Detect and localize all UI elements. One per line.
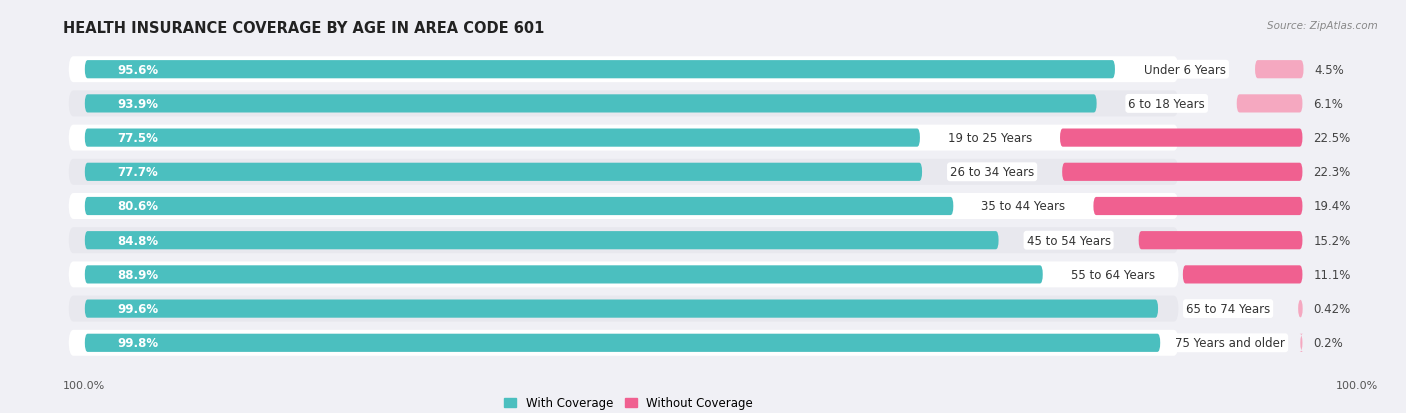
Text: 26 to 34 Years: 26 to 34 Years xyxy=(950,166,1035,179)
FancyBboxPatch shape xyxy=(1299,334,1303,352)
Text: 75 Years and older: 75 Years and older xyxy=(1175,337,1285,349)
Text: 99.8%: 99.8% xyxy=(117,337,159,349)
FancyBboxPatch shape xyxy=(69,262,1178,288)
FancyBboxPatch shape xyxy=(84,163,922,181)
Text: 100.0%: 100.0% xyxy=(1336,380,1378,390)
Text: 45 to 54 Years: 45 to 54 Years xyxy=(1026,234,1111,247)
Text: 0.42%: 0.42% xyxy=(1313,302,1351,316)
FancyBboxPatch shape xyxy=(1256,61,1303,79)
FancyBboxPatch shape xyxy=(84,197,953,216)
Text: 4.5%: 4.5% xyxy=(1315,64,1344,76)
Text: 22.3%: 22.3% xyxy=(1313,166,1351,179)
FancyBboxPatch shape xyxy=(84,334,1160,352)
Text: 100.0%: 100.0% xyxy=(63,380,105,390)
FancyBboxPatch shape xyxy=(69,125,1178,151)
Text: 11.1%: 11.1% xyxy=(1313,268,1351,281)
FancyBboxPatch shape xyxy=(84,61,1115,79)
FancyBboxPatch shape xyxy=(84,266,1043,284)
Text: 84.8%: 84.8% xyxy=(117,234,159,247)
Text: 77.5%: 77.5% xyxy=(117,132,157,145)
FancyBboxPatch shape xyxy=(69,91,1178,117)
Legend: With Coverage, Without Coverage: With Coverage, Without Coverage xyxy=(499,392,758,413)
FancyBboxPatch shape xyxy=(84,95,1097,113)
Text: 19.4%: 19.4% xyxy=(1313,200,1351,213)
Text: HEALTH INSURANCE COVERAGE BY AGE IN AREA CODE 601: HEALTH INSURANCE COVERAGE BY AGE IN AREA… xyxy=(63,21,544,36)
FancyBboxPatch shape xyxy=(1298,300,1303,318)
FancyBboxPatch shape xyxy=(69,296,1178,322)
Text: 55 to 64 Years: 55 to 64 Years xyxy=(1071,268,1154,281)
Text: Under 6 Years: Under 6 Years xyxy=(1144,64,1226,76)
FancyBboxPatch shape xyxy=(69,330,1178,356)
FancyBboxPatch shape xyxy=(84,232,998,250)
Text: Source: ZipAtlas.com: Source: ZipAtlas.com xyxy=(1267,21,1378,31)
Text: 93.9%: 93.9% xyxy=(117,97,157,111)
Text: 95.6%: 95.6% xyxy=(117,64,159,76)
FancyBboxPatch shape xyxy=(84,300,1159,318)
Text: 88.9%: 88.9% xyxy=(117,268,159,281)
FancyBboxPatch shape xyxy=(1094,197,1302,216)
Text: 65 to 74 Years: 65 to 74 Years xyxy=(1187,302,1270,316)
Text: 15.2%: 15.2% xyxy=(1313,234,1351,247)
FancyBboxPatch shape xyxy=(69,228,1178,254)
FancyBboxPatch shape xyxy=(69,194,1178,219)
FancyBboxPatch shape xyxy=(69,57,1178,83)
Text: 77.7%: 77.7% xyxy=(117,166,157,179)
Text: 0.2%: 0.2% xyxy=(1313,337,1343,349)
FancyBboxPatch shape xyxy=(1182,266,1302,284)
Text: 99.6%: 99.6% xyxy=(117,302,159,316)
Text: 80.6%: 80.6% xyxy=(117,200,157,213)
Text: 6 to 18 Years: 6 to 18 Years xyxy=(1128,97,1205,111)
FancyBboxPatch shape xyxy=(69,159,1178,185)
FancyBboxPatch shape xyxy=(84,129,920,147)
Text: 22.5%: 22.5% xyxy=(1313,132,1351,145)
FancyBboxPatch shape xyxy=(1139,232,1302,250)
Text: 19 to 25 Years: 19 to 25 Years xyxy=(948,132,1032,145)
FancyBboxPatch shape xyxy=(1237,95,1302,113)
FancyBboxPatch shape xyxy=(1062,163,1302,181)
FancyBboxPatch shape xyxy=(1060,129,1302,147)
Text: 35 to 44 Years: 35 to 44 Years xyxy=(981,200,1066,213)
Text: 6.1%: 6.1% xyxy=(1313,97,1343,111)
